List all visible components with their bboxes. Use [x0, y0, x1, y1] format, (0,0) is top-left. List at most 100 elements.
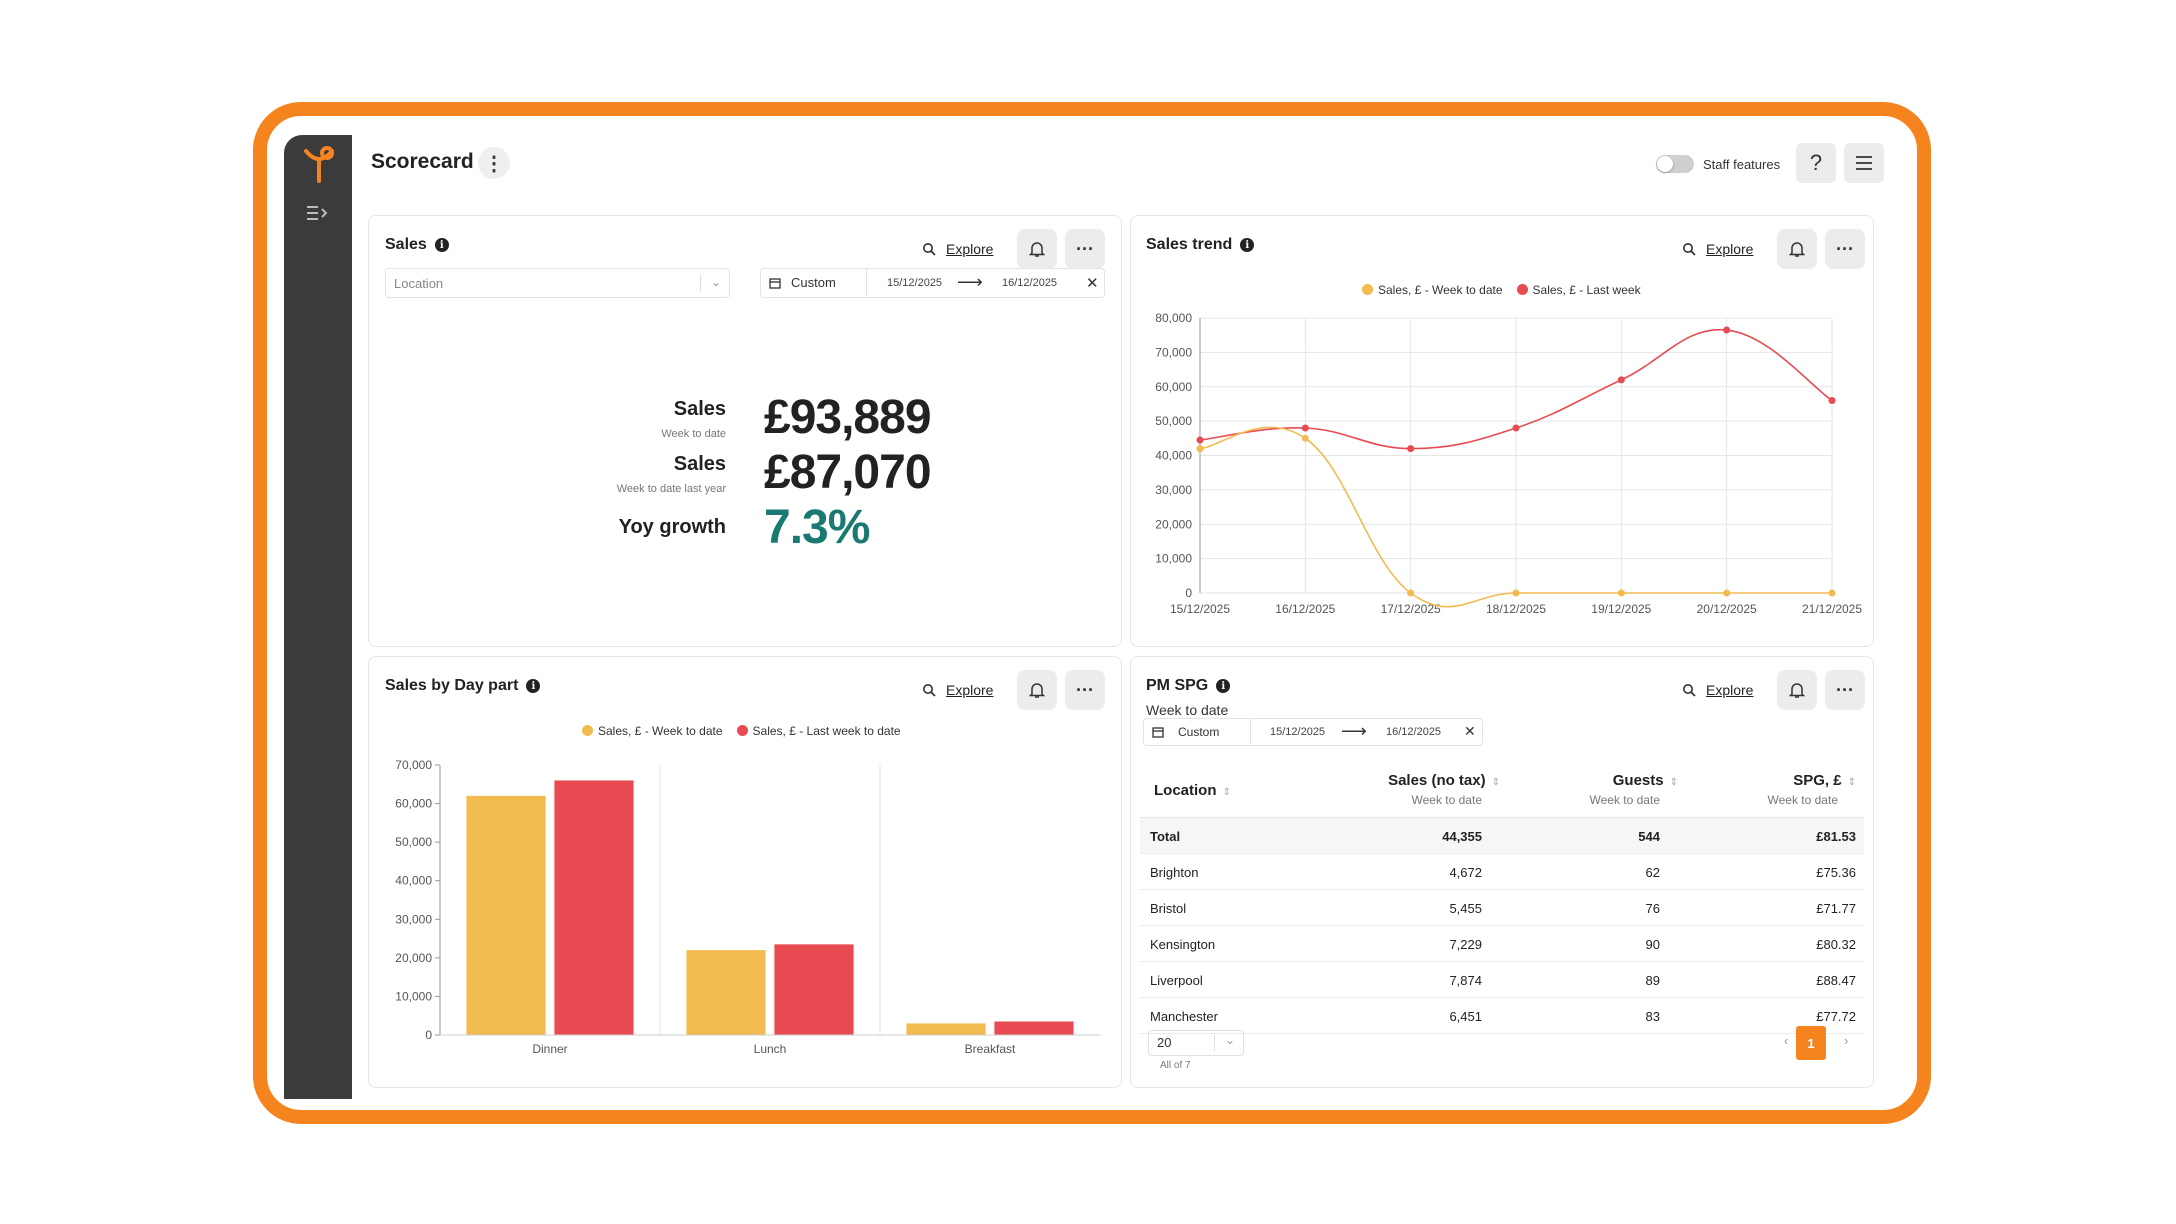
- cell-sales: 4,672: [1449, 865, 1482, 880]
- brand-logo-icon[interactable]: [302, 145, 336, 185]
- date-from[interactable]: 15/12/2025: [1270, 725, 1326, 738]
- explore-label[interactable]: Explore: [1706, 241, 1754, 257]
- current-page-button[interactable]: 1: [1796, 1026, 1826, 1060]
- table-row[interactable]: Brighton 4,672 62 £75.36: [1140, 854, 1864, 890]
- y-tick-label: 80,000: [1155, 311, 1192, 325]
- daypart-more-button[interactable]: ···: [1065, 670, 1105, 710]
- date-from[interactable]: 15/12/2025: [887, 276, 943, 289]
- sort-icon[interactable]: ⇕: [1669, 777, 1678, 788]
- column-sublabel: Week to date: [1589, 793, 1661, 807]
- data-point: [1196, 436, 1204, 444]
- column-header-location[interactable]: Location ⇕: [1154, 782, 1231, 799]
- sales-alert-button[interactable]: [1017, 229, 1057, 269]
- table-row[interactable]: Manchester 6,451 83 £77.72: [1140, 998, 1864, 1034]
- more-icon: ···: [1076, 238, 1094, 259]
- trend-legend: Sales, £ - Week to date Sales, £ - Last …: [1362, 283, 1641, 297]
- spg-card: [1130, 656, 1874, 1088]
- legend-item[interactable]: Sales, £ - Week to date: [1362, 283, 1503, 297]
- expand-sidebar-icon[interactable]: [306, 205, 330, 221]
- legend-label: Sales, £ - Last week: [1532, 283, 1641, 297]
- y-tick-label: 50,000: [1155, 414, 1192, 428]
- staff-features-toggle[interactable]: [1656, 155, 1694, 173]
- x-tick-label: 18/12/2025: [1486, 602, 1546, 616]
- cell-guests: 544: [1638, 829, 1660, 844]
- page-size-select[interactable]: 20 ⌄: [1148, 1030, 1244, 1056]
- cell-spg: £81.53: [1816, 829, 1856, 844]
- cell-location: Manchester: [1150, 1009, 1218, 1024]
- sales-explore-link[interactable]: Explore: [922, 241, 993, 257]
- explore-label[interactable]: Explore: [946, 682, 994, 698]
- sales-date-range[interactable]: Custom 15/12/2025 ⟶ 16/12/2025 ✕: [760, 268, 1105, 298]
- info-icon[interactable]: i: [1240, 238, 1255, 252]
- y-tick-label: 20,000: [395, 951, 432, 965]
- column-header-spg[interactable]: SPG, £ ⇕ Week to date: [1768, 772, 1857, 807]
- y-tick-label: 40,000: [1155, 449, 1192, 463]
- sort-icon[interactable]: ⇕: [1222, 787, 1231, 798]
- data-point: [1723, 326, 1731, 334]
- column-header-guests[interactable]: Guests ⇕ Week to date: [1590, 772, 1679, 807]
- location-select[interactable]: Location ⌄: [385, 268, 730, 298]
- trend-explore-link[interactable]: Explore: [1682, 241, 1753, 257]
- spg-title: PM SPG i: [1146, 677, 1231, 695]
- next-page-icon[interactable]: ›: [1844, 1033, 1849, 1048]
- column-label: Sales (no tax): [1388, 772, 1486, 789]
- info-icon[interactable]: i: [1216, 679, 1231, 693]
- daypart-title-text: Sales by Day part: [385, 677, 519, 694]
- legend-item[interactable]: Sales, £ - Last week to date: [736, 724, 901, 738]
- daypart-explore-link[interactable]: Explore: [922, 682, 993, 698]
- sales-trend-title: Sales trend i: [1146, 236, 1255, 254]
- spg-date-range[interactable]: Custom 15/12/2025 ⟶ 16/12/2025 ✕: [1143, 718, 1483, 746]
- spg-alert-button[interactable]: [1777, 670, 1817, 710]
- date-to[interactable]: 16/12/2025: [1386, 725, 1442, 738]
- table-row[interactable]: Liverpool 7,874 89 £88.47: [1140, 962, 1864, 998]
- spg-more-button[interactable]: ···: [1825, 670, 1865, 710]
- location-placeholder: Location: [394, 276, 444, 291]
- table-row[interactable]: Kensington 7,229 90 £80.32: [1140, 926, 1864, 962]
- metric-value: £93,889: [764, 391, 932, 444]
- cell-spg: £77.72: [1816, 1009, 1856, 1024]
- main-menu-button[interactable]: [1844, 143, 1884, 183]
- calendar-icon: [1152, 719, 1164, 744]
- sales-trend-chart: 0 10,000 20,000 30,000 40,000 50,000 60,000 70,…: [1155, 311, 1862, 616]
- daypart-alert-button[interactable]: [1017, 670, 1057, 710]
- x-tick-label: 21/12/2025: [1802, 602, 1862, 616]
- data-point: [1617, 589, 1625, 597]
- metric-label: Sales: [673, 398, 726, 420]
- legend-item[interactable]: Sales, £ - Last week: [1516, 283, 1641, 297]
- bar: [554, 780, 634, 1035]
- sort-icon[interactable]: ⇕: [1847, 777, 1856, 788]
- bell-icon: [1029, 683, 1045, 698]
- clear-icon[interactable]: ✕: [1086, 274, 1099, 292]
- metric-label: Yoy growth: [618, 516, 726, 538]
- sort-icon[interactable]: ⇕: [1491, 777, 1500, 788]
- data-point: [1828, 589, 1836, 597]
- cell-sales: 6,451: [1449, 1009, 1482, 1024]
- sales-more-button[interactable]: ···: [1065, 229, 1105, 269]
- y-tick-label: 70,000: [395, 758, 432, 772]
- column-header-sales[interactable]: Sales (no tax) ⇕ Week to date: [1388, 772, 1500, 807]
- date-mode[interactable]: Custom: [791, 275, 836, 290]
- help-button[interactable]: ?: [1796, 143, 1836, 183]
- bar: [774, 944, 854, 1035]
- bell-icon: [1029, 242, 1045, 257]
- staff-features-label: Staff features: [1703, 157, 1781, 172]
- trend-more-button[interactable]: ···: [1825, 229, 1865, 269]
- explore-label[interactable]: Explore: [1706, 682, 1754, 698]
- table-row[interactable]: Bristol 5,455 76 £71.77: [1140, 890, 1864, 926]
- spg-title-text: PM SPG: [1146, 677, 1209, 694]
- data-point: [1512, 589, 1520, 597]
- spg-explore-link[interactable]: Explore: [1682, 682, 1753, 698]
- page-options-button[interactable]: ⋮: [478, 147, 510, 179]
- trend-alert-button[interactable]: [1777, 229, 1817, 269]
- date-mode[interactable]: Custom: [1178, 724, 1220, 739]
- daypart-title: Sales by Day part i: [385, 677, 541, 695]
- info-icon[interactable]: i: [434, 238, 449, 252]
- explore-label[interactable]: Explore: [946, 241, 994, 257]
- legend-item[interactable]: Sales, £ - Week to date: [582, 724, 723, 738]
- page-size-value: 20: [1157, 1035, 1172, 1050]
- table-total-row[interactable]: Total 44,355 544 £81.53: [1140, 818, 1864, 854]
- prev-page-icon[interactable]: ‹: [1784, 1033, 1789, 1048]
- clear-icon[interactable]: ✕: [1464, 723, 1476, 739]
- date-to[interactable]: 16/12/2025: [1002, 276, 1058, 289]
- info-icon[interactable]: i: [526, 679, 541, 693]
